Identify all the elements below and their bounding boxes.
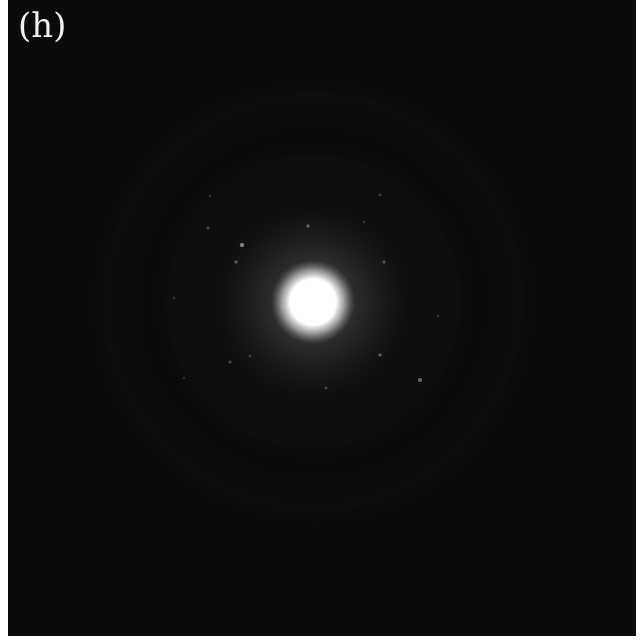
diffraction-spot: [228, 360, 232, 364]
central-beam-spot: [290, 279, 336, 325]
diffraction-spot: [362, 220, 366, 224]
diffraction-spot: [306, 224, 310, 228]
diffraction-spot: [182, 376, 186, 380]
diffraction-spot: [248, 354, 252, 358]
diffraction-spot: [436, 314, 440, 318]
diffraction-spot: [172, 296, 176, 300]
diffraction-spot: [239, 242, 245, 248]
diffraction-spot: [206, 226, 210, 230]
diffraction-spot: [208, 194, 212, 198]
diffraction-pattern-panel: (h): [8, 0, 636, 636]
diffraction-spot: [418, 378, 422, 382]
diffraction-spot: [378, 353, 382, 357]
diffraction-pattern-image: [8, 0, 636, 636]
diffraction-spot: [234, 260, 238, 264]
panel-label: (h): [18, 6, 67, 46]
diffraction-spots: [172, 193, 440, 390]
diffraction-spot: [378, 193, 382, 197]
diffraction-spot: [382, 260, 386, 264]
diffraction-spot: [324, 386, 328, 390]
